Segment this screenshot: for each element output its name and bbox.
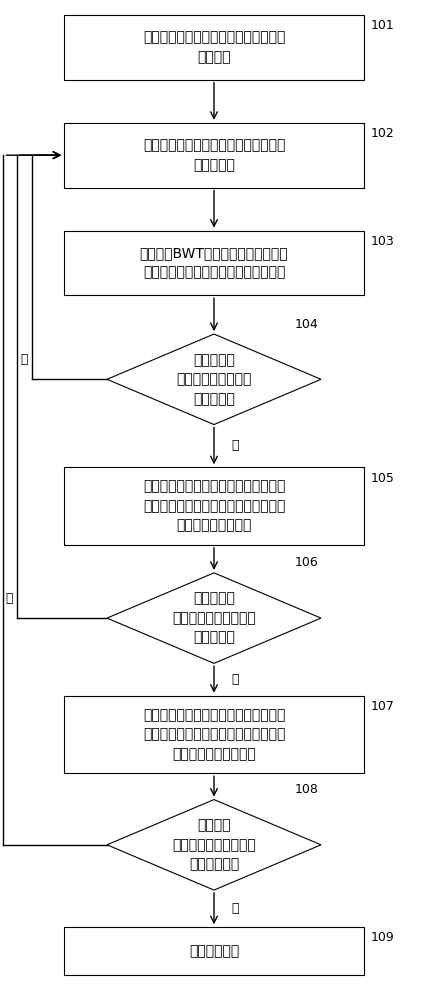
Text: 是: 是	[231, 673, 239, 686]
Text: 全部比对
完成所述待比对的基因
组序列文件？: 全部比对 完成所述待比对的基因 组序列文件？	[172, 818, 256, 871]
FancyBboxPatch shape	[64, 467, 364, 545]
Text: 103: 103	[370, 235, 394, 248]
Polygon shape	[107, 573, 321, 663]
Text: 否: 否	[20, 353, 28, 366]
FancyBboxPatch shape	[64, 123, 364, 188]
Polygon shape	[107, 334, 321, 425]
Text: 105: 105	[370, 472, 394, 485]
Text: 按照双端动态规划比对算法，将部分基
因组序列还没有比对上的序列与参考基
因组序列再次进行比对: 按照双端动态规划比对算法，将部分基 因组序列还没有比对上的序列与参考基 因组序列…	[143, 708, 285, 761]
Text: 101: 101	[370, 19, 394, 32]
FancyBboxPatch shape	[64, 231, 364, 295]
Text: 按照双向BWT比对算法，将所述部分
基因组序列与参考基因组序列进行比对: 按照双向BWT比对算法，将所述部分 基因组序列与参考基因组序列进行比对	[140, 246, 288, 280]
Text: 输出比对结果: 输出比对结果	[189, 944, 239, 958]
Polygon shape	[107, 800, 321, 890]
Text: 108: 108	[294, 783, 318, 796]
Text: 107: 107	[370, 700, 394, 713]
Text: 106: 106	[294, 556, 318, 569]
FancyBboxPatch shape	[64, 927, 364, 975]
Text: 109: 109	[370, 931, 394, 944]
Text: 是: 是	[231, 902, 239, 915]
FancyBboxPatch shape	[64, 15, 364, 80]
FancyBboxPatch shape	[64, 696, 364, 773]
Text: 否: 否	[5, 592, 13, 605]
Text: 104: 104	[294, 318, 318, 331]
Text: 102: 102	[370, 127, 394, 140]
Text: 按照单端动态规划比对算法，将部分基
因组序列没有比对上的序列与参考基因
组序列再次进行比对: 按照单端动态规划比对算法，将部分基 因组序列没有比对上的序列与参考基因 组序列再…	[143, 480, 285, 533]
Text: 获取参考基因组序列和待比对的基因组
序列文件: 获取参考基因组序列和待比对的基因组 序列文件	[143, 31, 285, 64]
Text: 从待比对的基因组序列文件中读取部分
基因组序列: 从待比对的基因组序列文件中读取部分 基因组序列	[143, 138, 285, 172]
Text: 部分基因组
序列中存在没有比对
上的序列？: 部分基因组 序列中存在没有比对 上的序列？	[176, 353, 252, 406]
Text: 是: 是	[231, 439, 239, 452]
Text: 部分基因组
序列中还存在没有比对
上的序列？: 部分基因组 序列中还存在没有比对 上的序列？	[172, 592, 256, 645]
